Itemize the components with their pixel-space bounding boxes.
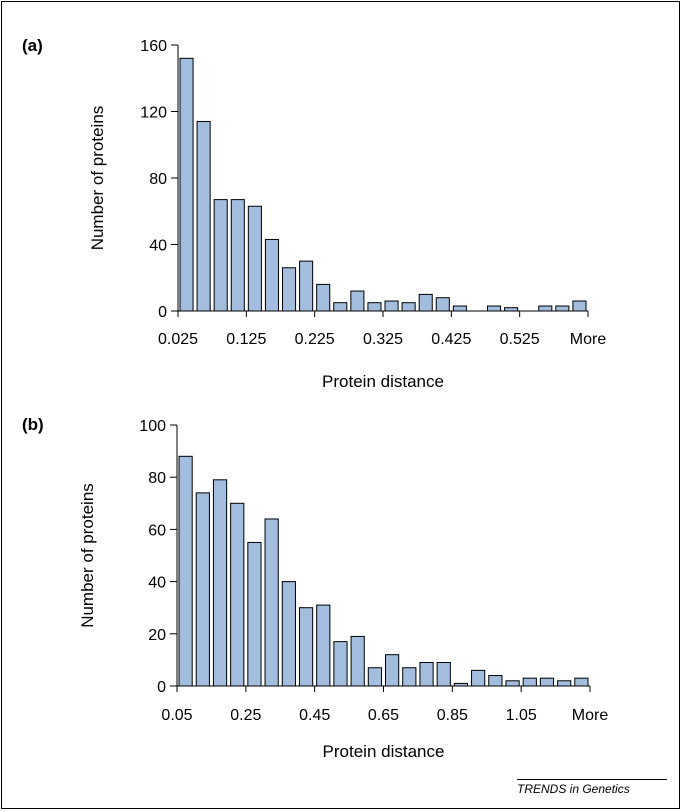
x-tick-label-a-5: 0.525 [500, 331, 540, 348]
bar-a-14 [418, 293, 433, 312]
panel-label-b: (b) [22, 415, 44, 434]
bar-b-3 [230, 502, 245, 687]
bar-a-18 [487, 305, 502, 312]
x-tick-label-a-0: 0.025 [158, 331, 198, 348]
x-tick-label-b-1: 0.25 [230, 707, 261, 724]
bar-a-4 [247, 205, 262, 312]
y-tick-label-b-2: 40 [148, 575, 166, 592]
bar-b-1 [195, 492, 210, 687]
bar-b-11 [367, 667, 383, 687]
bar-b-17 [471, 669, 486, 687]
bar-a-9 [333, 302, 348, 312]
y-tick-label-b-0: 0 [157, 679, 166, 696]
x-tick-label-a-4: 0.425 [431, 331, 471, 348]
x-tick-label-b-2: 0.45 [299, 707, 330, 724]
x-tick-label-b-3: 0.65 [368, 707, 399, 724]
bar-b-10 [350, 635, 365, 687]
x-tick-label-a-3: 0.325 [363, 331, 403, 348]
y-tick-label-a-0: 0 [158, 304, 167, 321]
bar-a-6 [282, 267, 297, 312]
bar-b-7 [298, 607, 314, 687]
y-tick-label-b-1: 20 [148, 627, 166, 644]
x-tick-label-b-5: 1.05 [506, 707, 537, 724]
bar-a-11 [367, 302, 382, 312]
bar-b-12 [385, 654, 400, 687]
bar-a-7 [299, 260, 314, 312]
bar-a-21 [538, 305, 553, 312]
y-tick-label-b-4: 80 [148, 470, 166, 487]
bar-a-12 [384, 300, 399, 312]
bar-a-15 [435, 297, 450, 312]
bar-b-14 [419, 662, 434, 687]
bar-a-3 [230, 199, 245, 312]
bar-b-15 [436, 662, 451, 687]
x-axis-title-b: Protein distance [323, 742, 445, 761]
y-axis-title-a: Number of proteins [88, 106, 107, 251]
y-tick-label-a-4: 160 [140, 38, 167, 55]
x-tick-label-b-4: 0.85 [437, 707, 468, 724]
y-tick-label-b-5: 100 [139, 418, 166, 435]
x-tick-label-a-1: 0.125 [226, 331, 266, 348]
x-tick-label-b-0: 0.05 [161, 707, 192, 724]
bar-a-23 [572, 300, 587, 312]
bar-a-13 [401, 302, 416, 312]
y-tick-label-b-3: 60 [148, 522, 166, 539]
x-axis-title-a: Protein distance [322, 372, 444, 391]
bar-a-16 [452, 305, 467, 312]
bar-a-2 [213, 199, 228, 312]
bar-b-5 [264, 518, 279, 687]
bar-b-9 [333, 641, 348, 687]
bar-b-4 [247, 541, 262, 687]
x-tick-label-b-6: More [572, 707, 609, 724]
y-tick-label-a-2: 80 [149, 171, 167, 188]
bar-a-10 [350, 290, 365, 312]
x-tick-label-a-6: More [570, 331, 607, 348]
bar-b-22 [557, 680, 572, 687]
bar-b-19 [505, 680, 520, 687]
bar-a-8 [316, 283, 331, 312]
bar-a-22 [555, 305, 570, 312]
bar-b-21 [539, 677, 555, 687]
bar-b-18 [488, 675, 503, 687]
panel-label-a: (a) [22, 36, 43, 55]
bar-b-8 [316, 604, 331, 687]
credit-label: TRENDS in Genetics [517, 779, 667, 796]
bar-b-6 [281, 581, 296, 687]
bar-b-20 [522, 677, 537, 687]
bar-b-23 [574, 677, 589, 687]
bar-b-2 [212, 479, 228, 687]
bar-a-0 [179, 57, 194, 312]
bar-a-5 [264, 239, 280, 312]
y-axis-title-b: Number of proteins [78, 483, 97, 628]
y-tick-label-a-3: 120 [140, 105, 167, 122]
y-tick-label-a-1: 40 [149, 238, 167, 255]
bar-b-13 [402, 667, 417, 687]
bar-b-0 [178, 455, 193, 687]
bar-a-1 [196, 120, 211, 312]
x-tick-label-a-2: 0.225 [295, 331, 335, 348]
